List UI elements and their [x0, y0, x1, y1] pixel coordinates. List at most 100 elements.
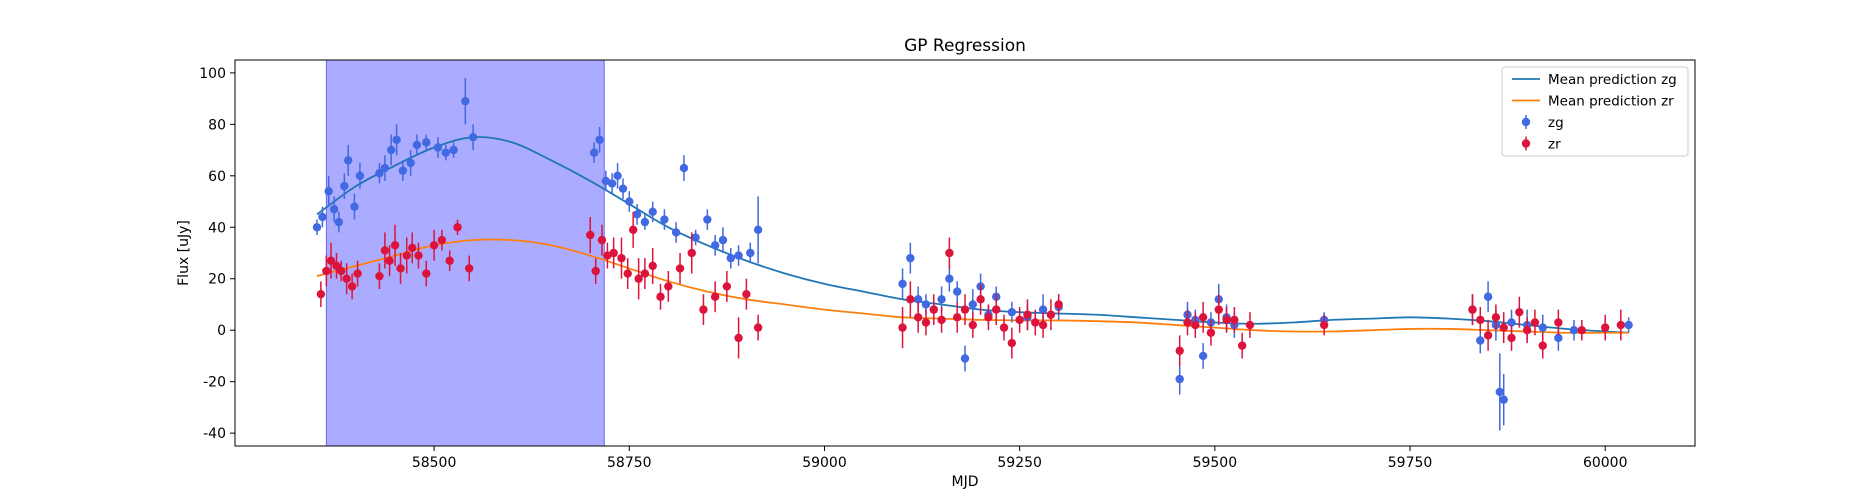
- point-zg: [906, 253, 915, 263]
- point-zg: [412, 140, 422, 150]
- point-zg: [340, 181, 349, 191]
- point-zg: [937, 295, 946, 304]
- point-zr: [1222, 315, 1231, 325]
- point-zr: [664, 282, 673, 291]
- point-zr: [976, 295, 985, 304]
- point-zg: [324, 187, 333, 196]
- point-zr: [597, 235, 607, 245]
- point-zr: [1483, 331, 1493, 340]
- x-tick-label: 58500: [412, 455, 457, 471]
- series-zr: [316, 211, 1626, 367]
- point-zr: [422, 269, 431, 278]
- point-zr: [617, 253, 626, 263]
- point-zr: [656, 292, 665, 301]
- point-zr: [347, 282, 357, 291]
- y-tick-label: 0: [217, 323, 226, 339]
- point-zg: [380, 163, 390, 173]
- point-zr: [687, 248, 696, 258]
- point-zr: [937, 315, 946, 325]
- point-zg: [386, 145, 396, 155]
- point-zr: [402, 251, 411, 260]
- point-zr: [316, 289, 326, 299]
- point-zr: [1507, 333, 1516, 343]
- point-zg: [968, 300, 978, 309]
- y-tick-label: 80: [208, 117, 226, 133]
- point-zg: [449, 145, 458, 155]
- point-zr: [1515, 307, 1524, 317]
- errorbar-layer: [312, 78, 1633, 431]
- point-zr: [609, 248, 618, 258]
- point-zr: [1577, 326, 1586, 335]
- point-zg: [318, 212, 327, 222]
- point-zr: [999, 323, 1009, 332]
- point-zg: [898, 279, 907, 289]
- point-zr: [921, 318, 931, 327]
- point-zr: [453, 223, 462, 232]
- point-zg: [746, 248, 755, 258]
- point-zr: [1007, 338, 1017, 348]
- point-zr: [1499, 323, 1508, 332]
- point-zr: [1554, 318, 1563, 327]
- point-zr: [1214, 305, 1223, 314]
- legend-label-mean-prediction-zg: Mean prediction zg: [1548, 72, 1677, 88]
- point-zr: [380, 246, 390, 255]
- x-axis-label: MJD: [952, 474, 979, 490]
- point-zr: [1183, 318, 1192, 327]
- point-zr: [445, 256, 454, 265]
- point-zg: [1624, 320, 1633, 330]
- point-zr: [898, 323, 907, 332]
- point-zr: [1491, 313, 1501, 322]
- point-zr: [1319, 320, 1329, 330]
- plot-area: [234, 59, 1696, 447]
- point-zg: [691, 233, 700, 242]
- point-zg: [334, 217, 344, 227]
- point-zr: [322, 266, 331, 276]
- point-zr: [1476, 315, 1485, 325]
- point-zg: [1175, 374, 1184, 384]
- point-zr: [429, 241, 439, 250]
- point-zg: [398, 166, 408, 175]
- point-zg: [441, 148, 451, 157]
- point-zg: [595, 135, 604, 144]
- point-zr: [336, 266, 346, 276]
- point-zg: [406, 158, 415, 168]
- x-tick-label: 59250: [997, 455, 1042, 471]
- point-zg: [618, 184, 628, 193]
- series-line-mean-prediction-zr: [316, 238, 1629, 334]
- point-zg: [1483, 292, 1493, 301]
- point-zg: [913, 295, 923, 304]
- point-zg: [589, 148, 599, 157]
- point-zr: [1237, 341, 1247, 350]
- point-zr: [437, 235, 447, 245]
- y-tick-label: 100: [199, 66, 226, 82]
- point-zg: [375, 169, 384, 178]
- point-zr: [1054, 300, 1063, 309]
- point-zg: [703, 215, 712, 224]
- point-zr: [634, 274, 643, 283]
- point-zr: [1601, 323, 1610, 332]
- point-zr: [722, 282, 732, 291]
- point-zr: [396, 264, 405, 273]
- point-zr: [1175, 346, 1184, 355]
- point-zg: [640, 217, 650, 227]
- point-zr: [1038, 320, 1048, 330]
- x-tick-label: 59500: [1193, 455, 1238, 471]
- point-zg: [392, 135, 401, 144]
- legend-swatch-zg: [1521, 117, 1531, 127]
- point-zg: [1198, 351, 1208, 361]
- point-zr: [952, 313, 962, 322]
- point-zr: [913, 313, 923, 322]
- point-zr: [1230, 315, 1239, 325]
- point-zr: [1206, 328, 1216, 337]
- legend-box: [1501, 66, 1689, 157]
- point-zg: [921, 300, 931, 309]
- x-tick-label: 58750: [607, 455, 652, 471]
- point-zr: [375, 271, 384, 281]
- point-zr: [326, 256, 336, 265]
- point-zg: [607, 179, 617, 188]
- point-zr: [710, 292, 720, 301]
- legend-label-zr: zr: [1548, 137, 1561, 153]
- point-zg: [753, 225, 763, 235]
- point-zr: [465, 264, 474, 273]
